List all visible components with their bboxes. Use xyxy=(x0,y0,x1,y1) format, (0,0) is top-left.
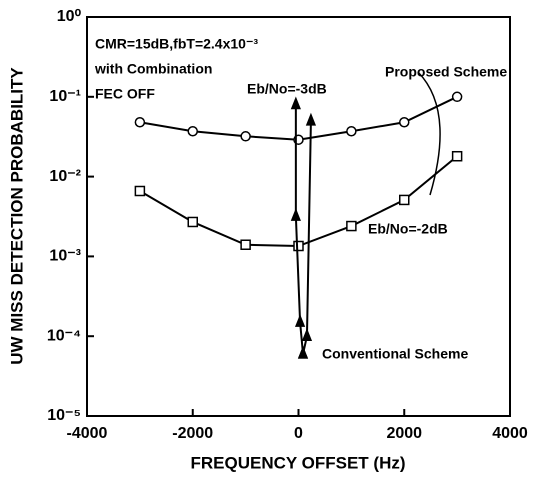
x-tick-label: 4000 xyxy=(492,425,528,442)
data-point xyxy=(451,91,463,103)
data-point xyxy=(290,208,301,221)
series-line xyxy=(302,120,312,355)
data-point xyxy=(290,96,301,110)
data-point xyxy=(187,216,198,228)
x-axis-label: FREQUENCY OFFSET (Hz) xyxy=(190,453,405,472)
data-point xyxy=(451,150,463,162)
data-point xyxy=(301,328,313,341)
data-point xyxy=(346,220,357,232)
x-tick-label: 0 xyxy=(294,425,303,442)
data-point xyxy=(187,126,198,137)
data-point xyxy=(293,240,304,252)
data-point xyxy=(134,185,146,197)
y-tick-label: 10⁻⁴ xyxy=(47,327,81,344)
data-point xyxy=(294,314,306,327)
y-tick-label: 10⁻¹ xyxy=(49,88,81,105)
y-tick-label: 10⁻² xyxy=(49,168,81,185)
bracket xyxy=(417,71,441,196)
data-point xyxy=(305,112,317,126)
annotation: Proposed Scheme xyxy=(385,64,507,80)
annotation: CMR=15dB,fbT=2.4x10⁻³ xyxy=(95,36,258,52)
annotation: Eb/No=-2dB xyxy=(368,221,448,237)
annotation: Conventional Scheme xyxy=(322,346,468,362)
x-tick-label: -2000 xyxy=(172,425,213,442)
data-point xyxy=(134,116,146,128)
data-point xyxy=(399,116,410,128)
data-point xyxy=(240,131,251,142)
data-point xyxy=(240,239,251,250)
y-tick-label: 10⁻⁵ xyxy=(47,407,81,424)
annotation: with Combination xyxy=(94,61,212,77)
data-point xyxy=(346,126,357,137)
y-axis-label: UW MISS DETECTION PROBABILITY xyxy=(7,67,26,365)
series-line xyxy=(294,104,304,354)
y-tick-label: 10⁻³ xyxy=(49,248,81,265)
x-tick-label: -4000 xyxy=(67,425,108,442)
data-point xyxy=(297,345,309,359)
y-tick-label: 10⁰ xyxy=(57,8,82,25)
data-point xyxy=(399,194,410,206)
x-tick-label: 2000 xyxy=(386,425,422,442)
annotation: FEC OFF xyxy=(95,86,155,102)
annotation: Eb/No=-3dB xyxy=(247,81,327,97)
